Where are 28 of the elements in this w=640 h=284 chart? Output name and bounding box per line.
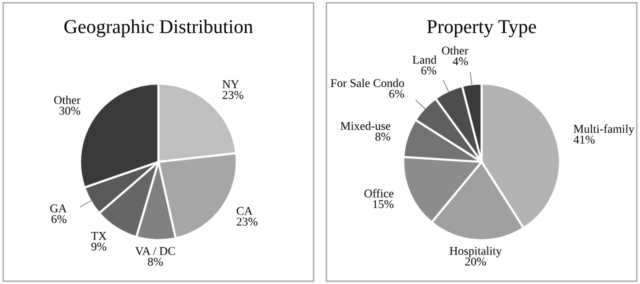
- data-label: 23%: [236, 218, 258, 226]
- slice-label: CA: [236, 206, 253, 215]
- slice-label: GA: [50, 204, 67, 212]
- chart-title: Geographic Distribution: [64, 20, 253, 38]
- slice-label: Other: [54, 96, 80, 104]
- data-label: 8%: [375, 132, 390, 141]
- data-label: 8%: [148, 258, 163, 266]
- slice-label: VA / DC: [135, 247, 175, 256]
- data-label: 4%: [452, 57, 468, 66]
- data-label: 6%: [421, 66, 436, 75]
- data-label: 30%: [59, 106, 80, 115]
- slice-label: Land: [412, 55, 436, 64]
- data-label: 15%: [373, 200, 394, 208]
- data-label: 41%: [574, 136, 595, 144]
- slice-label: Hospitality: [450, 246, 502, 258]
- data-label: 6%: [52, 215, 66, 224]
- slice-label: TX: [91, 232, 107, 240]
- data-label: 23%: [222, 90, 244, 99]
- data-label: 9%: [91, 242, 106, 251]
- data-label: 6%: [389, 90, 404, 98]
- slice-label: Other: [442, 46, 468, 55]
- chart-title: Property Type: [427, 20, 536, 38]
- slice-label: NY: [222, 80, 239, 88]
- slice-label: For Sale Condo: [330, 78, 404, 88]
- slice-label: Office: [364, 189, 394, 198]
- slice-label: Mixed-use: [340, 122, 390, 130]
- data-label: 20%: [465, 258, 486, 266]
- slice-label: Multi-family: [574, 124, 634, 136]
